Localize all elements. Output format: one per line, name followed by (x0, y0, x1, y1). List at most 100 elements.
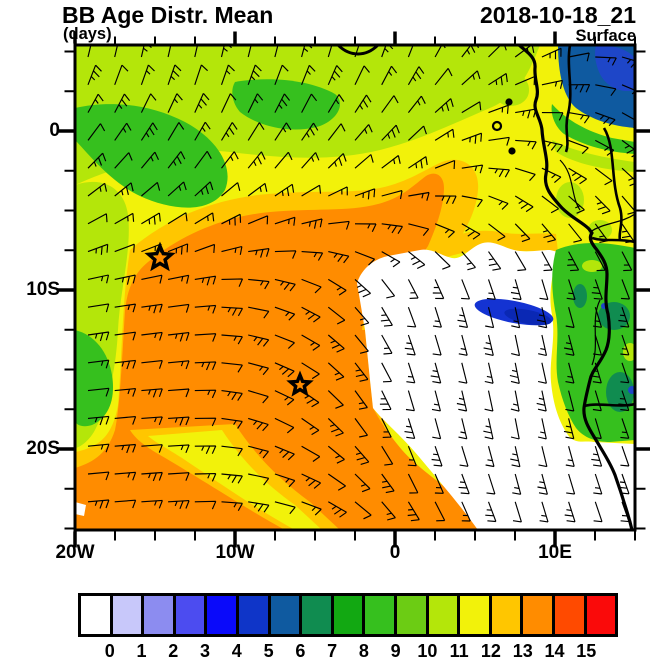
x-axis-label: 10W (215, 542, 255, 563)
wind-barb (434, 473, 444, 494)
colorbar-tick-label: 1 (136, 641, 147, 661)
country-border (583, 402, 635, 408)
wind-barb (404, 418, 416, 439)
contour-region-land-ygreen-band (552, 140, 635, 172)
wind-barb (87, 443, 110, 453)
wind-barb (541, 139, 563, 153)
wind-barb (511, 334, 521, 357)
wind-barb (432, 307, 442, 328)
y-axis-label: 0 (49, 120, 60, 141)
colorbar-tick-label: 5 (263, 641, 274, 661)
wind-barb (565, 446, 575, 467)
wind-barb (595, 112, 616, 127)
wind-barb (461, 70, 481, 86)
wind-barb (354, 154, 374, 169)
wind-barb (221, 122, 238, 141)
wind-barb (488, 104, 509, 114)
country-border (564, 45, 572, 153)
wind-barb (194, 473, 217, 482)
wind-barb (381, 279, 396, 299)
wind-barb (461, 501, 471, 522)
wind-barb (354, 223, 377, 232)
colorbar-cell (362, 593, 397, 637)
colorbar-cell (330, 593, 366, 637)
wind-barb (221, 213, 242, 226)
wind-barb (539, 279, 549, 301)
wind-barb (594, 195, 611, 215)
colorbar-cell (583, 593, 619, 637)
wind-barb (565, 362, 575, 384)
wind-barb (301, 93, 318, 113)
wind-barb (514, 251, 527, 272)
wind-barb (328, 251, 350, 264)
wind-barb (618, 390, 630, 412)
coastline (517, 45, 634, 530)
wind-barb (328, 220, 350, 230)
wind-barb (515, 167, 536, 182)
contour-blob-blue-dot-1 (628, 386, 635, 394)
wind-barb (301, 445, 321, 462)
wind-barb (434, 501, 446, 522)
wind-barb (274, 250, 297, 259)
wind-barb (381, 362, 393, 383)
wind-barb (354, 188, 376, 200)
wind-barb (167, 151, 186, 169)
colorbar-cell (299, 593, 334, 637)
wind-barb (221, 278, 244, 287)
wind-barb (327, 362, 345, 381)
wind-barb (301, 122, 319, 141)
wind-barb (618, 307, 630, 328)
wind-barb (274, 362, 295, 378)
wind-barb (194, 181, 214, 197)
wind-barb (620, 362, 630, 384)
wind-barb (381, 95, 399, 113)
wind-barb (537, 418, 547, 440)
wind-barb (461, 164, 484, 174)
colorbar-cell (141, 593, 176, 637)
wind-barb (167, 181, 187, 197)
wind-barb (408, 223, 430, 236)
colorbar-tick-label: 8 (358, 641, 369, 661)
wind-barb (458, 473, 470, 495)
wind-barb (461, 132, 483, 144)
wind-barb (248, 248, 270, 258)
wind-barb (87, 359, 110, 369)
colorbar-cell (457, 593, 492, 637)
wind-barb (87, 303, 110, 313)
wind-barb (515, 108, 537, 119)
wind-barb (167, 64, 182, 85)
wind-barb (407, 279, 419, 299)
wind-barb (354, 418, 368, 438)
wind-barb (459, 446, 469, 467)
wind-barb (140, 64, 155, 85)
wind-barb (408, 156, 428, 169)
wind-barb (301, 306, 321, 323)
wind-barb (141, 274, 163, 284)
wind-barb (221, 417, 243, 429)
wind-barb (381, 45, 394, 58)
wind-barb (194, 361, 217, 371)
wind-barb (593, 473, 603, 495)
wind-barb (407, 473, 419, 494)
wind-barb (301, 390, 320, 408)
wind-barb (485, 307, 495, 329)
wind-barb (168, 332, 190, 342)
wind-barb (568, 195, 585, 214)
wind-barb (354, 390, 368, 410)
wind-barb (354, 124, 373, 141)
wind-barb (456, 390, 468, 412)
wind-barb (194, 45, 203, 58)
wind-barb (274, 93, 291, 113)
wind-barb (512, 501, 522, 523)
wind-barb (591, 279, 603, 300)
wind-barb (221, 306, 244, 317)
wind-barb (541, 112, 564, 121)
wind-barb (141, 212, 161, 225)
wind-barb (592, 418, 602, 440)
coastline-north (336, 45, 380, 56)
contour-blob-dark-green-patch-3 (573, 284, 587, 308)
wind-barb (274, 334, 295, 349)
wind-barb (591, 362, 602, 384)
map-layers (75, 45, 635, 530)
wind-barb (405, 390, 415, 412)
